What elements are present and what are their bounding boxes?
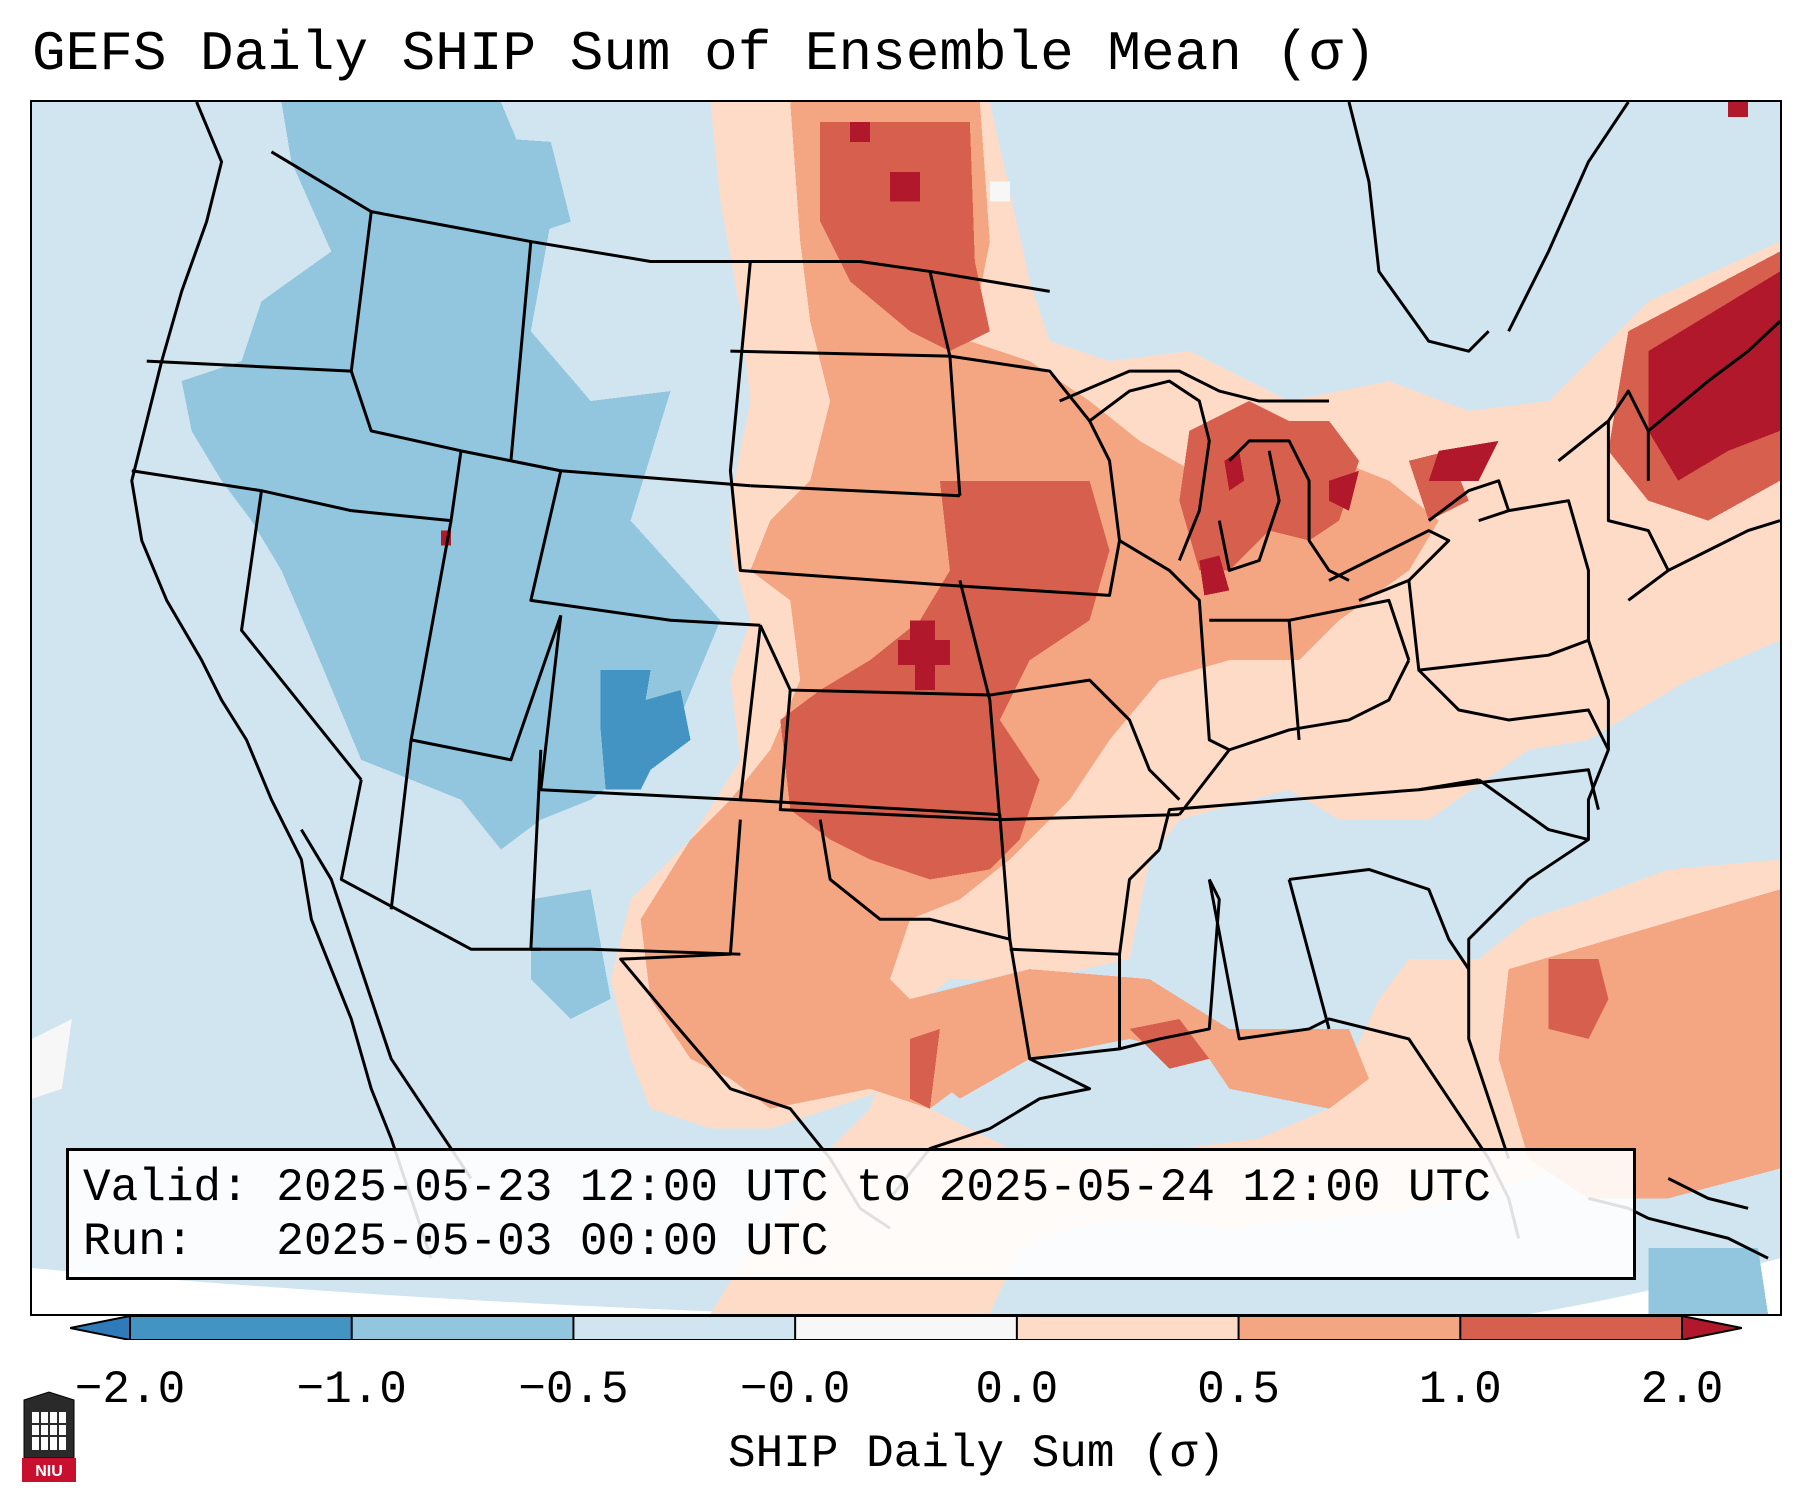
outside-domain xyxy=(32,1268,791,1314)
validity-info-box: Valid: 2025-05-23 12:00 UTC to 2025-05-2… xyxy=(66,1148,1636,1280)
run-value: 2025-05-03 00:00 UTC xyxy=(276,1216,829,1268)
colorbar-tick-label: 0.5 xyxy=(1197,1364,1280,1416)
map-panel xyxy=(30,100,1782,1316)
colorbar-tick-label: −0.5 xyxy=(518,1364,629,1416)
colorbar-bin xyxy=(795,1316,1018,1340)
colorbar-label-row: SHIP Daily Sum (σ) xyxy=(0,1428,1803,1480)
colorbar-bin xyxy=(130,1316,353,1340)
anomaly-field xyxy=(32,102,1780,1314)
colorbar-tick-label: 0.0 xyxy=(975,1364,1059,1416)
colorbar-tick-label: −2.0 xyxy=(74,1364,186,1416)
run-row: Run: 2025-05-03 00:00 UTC xyxy=(83,1215,1633,1269)
colorbar-tick-label: −1.0 xyxy=(296,1364,407,1416)
colorbar-bin xyxy=(573,1316,796,1340)
colorbar-bin xyxy=(351,1316,574,1340)
colorbar-extend-high xyxy=(1682,1316,1742,1340)
colorbar-tick-label: 1.0 xyxy=(1418,1364,1502,1416)
valid-value: 2025-05-23 12:00 UTC to 2025-05-24 12:00… xyxy=(276,1162,1491,1214)
colorbar-tick-label: 2.0 xyxy=(1640,1364,1724,1416)
colorbar-label: SHIP Daily Sum (σ) xyxy=(728,1428,1225,1480)
run-label: Run: xyxy=(83,1216,194,1268)
colorbar-extend-low xyxy=(70,1316,130,1340)
map-title: GEFS Daily SHIP Sum of Ensemble Mean (σ) xyxy=(32,22,1377,86)
colorbar-bin xyxy=(1016,1316,1240,1340)
colorbar-bin xyxy=(1238,1316,1461,1340)
colorbar xyxy=(70,1316,1742,1340)
valid-row: Valid: 2025-05-23 12:00 UTC to 2025-05-2… xyxy=(83,1161,1633,1215)
anomaly-map xyxy=(32,102,1780,1314)
valid-label: Valid: xyxy=(83,1162,249,1214)
logo-text: NIU xyxy=(35,1463,63,1480)
university-shield-icon: NIU xyxy=(22,1391,76,1482)
colorbar-tick-label: −0.0 xyxy=(739,1364,851,1416)
colorbar-bin xyxy=(1460,1316,1683,1340)
